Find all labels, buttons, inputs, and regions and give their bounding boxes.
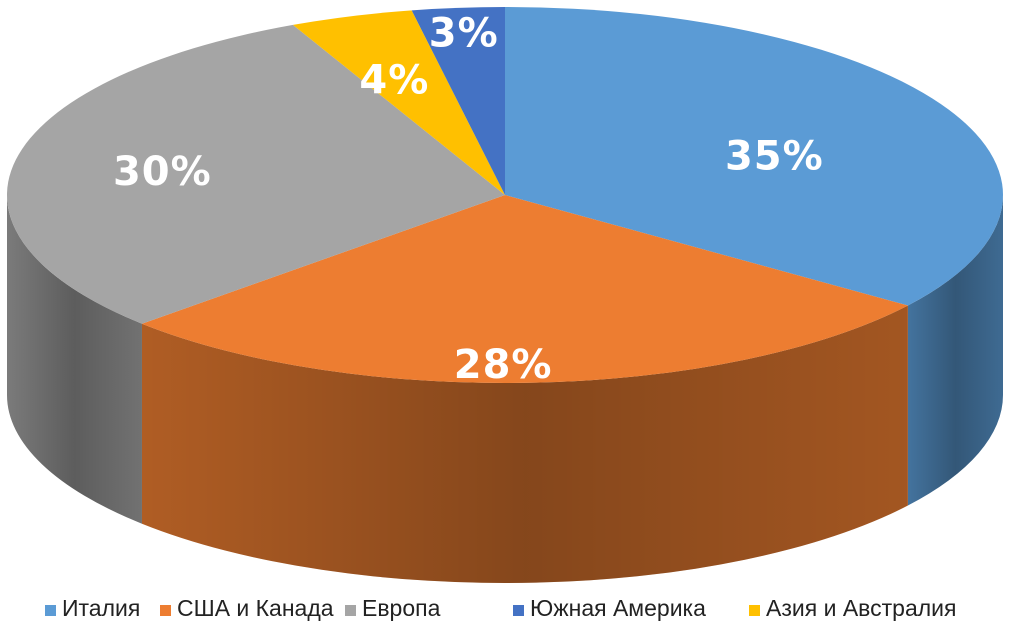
pie-slice-yuzhnaya-amerika — [411, 7, 505, 195]
legend-label: Европа — [362, 595, 441, 621]
legend-item-italiya: Италия — [45, 595, 140, 621]
legend-swatch — [45, 605, 56, 616]
pie-slice-aziya-i-avstraliya — [292, 10, 505, 195]
data-label-aziya-i-avstraliya: 4% — [359, 57, 429, 103]
pie-slice-evropa — [6, 24, 505, 324]
legend-item-yuzhnaya-amerika: Южная Америка — [513, 595, 706, 621]
legend-swatch — [160, 605, 171, 616]
legend-item-aziya-i-avstraliya: Азия и Австралия — [749, 595, 956, 621]
legend-label: Южная Америка — [530, 595, 706, 621]
pie-slices — [6, 7, 1003, 383]
data-label-ssha-i-kanada: 28% — [454, 342, 553, 388]
legend-label: США и Канада — [177, 595, 334, 621]
legend-label: Азия и Австралия — [766, 595, 956, 621]
pie-sides — [6, 195, 1003, 583]
legend: Италия США и Канада Европа Южная Америка Ази… — [45, 595, 956, 621]
pie-slice-ssha-i-kanada — [141, 195, 908, 383]
pie-side-shade — [141, 305, 908, 583]
legend-label: Италия — [62, 595, 140, 621]
legend-item-ssha-i-kanada: США и Канада — [160, 595, 334, 621]
data-label-yuzhnaya-amerika: 3% — [429, 10, 499, 56]
legend-swatch — [345, 605, 356, 616]
pie-slice-italiya — [505, 7, 1003, 306]
legend-swatch — [513, 605, 524, 616]
data-labels: 35% 28% 30% 4%3% — [113, 10, 824, 388]
data-label-evropa: 30% — [113, 149, 212, 195]
pie-side-shade — [6, 195, 142, 524]
data-label-italiya: 35% — [725, 133, 824, 179]
pie-side-shade — [907, 195, 1003, 506]
legend-swatch — [749, 605, 760, 616]
legend-item-evropa: Европа — [345, 595, 441, 621]
